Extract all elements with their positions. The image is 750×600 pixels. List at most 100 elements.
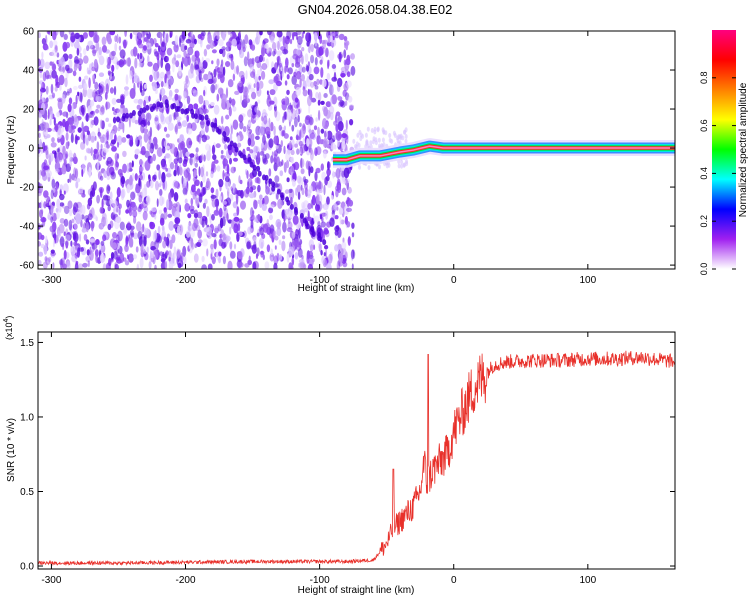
noise-blob [210, 247, 214, 255]
noise-blob [233, 157, 238, 162]
noise-blob [222, 200, 228, 205]
noise-blob [259, 31, 263, 36]
noise-blob [205, 58, 211, 63]
noise-blob [278, 239, 282, 245]
noise-blob [59, 218, 65, 224]
noise-blob [259, 199, 263, 208]
noise-blob [62, 145, 66, 155]
noise-blob [170, 261, 176, 267]
spectrogram-x-tick-label: -300 [41, 275, 61, 286]
noise-blob [264, 261, 270, 269]
noise-blob [91, 110, 96, 116]
noise-blob [38, 181, 41, 191]
noise-blob [137, 98, 143, 105]
noise-blob [54, 125, 59, 131]
noise-blob [99, 108, 105, 116]
noise-blob [72, 231, 77, 236]
noise-blob [141, 200, 148, 209]
trace-blob [242, 154, 247, 161]
noise-blob [298, 258, 305, 264]
noise-blob [45, 97, 49, 103]
noise-blob [83, 48, 87, 56]
colorbar-gradient [712, 30, 736, 269]
noise-blob [132, 46, 138, 57]
spectrogram-x-label: Height of straight line (km) [298, 283, 415, 294]
trace-blob [172, 102, 176, 109]
noise-blob [268, 168, 272, 177]
noise-blob [251, 244, 257, 254]
noise-blob [251, 214, 255, 221]
noise-blob [193, 212, 199, 219]
noise-blob [166, 167, 171, 175]
noise-blob [178, 65, 182, 77]
noise-blob [388, 137, 392, 143]
noise-blob [341, 187, 347, 196]
noise-blob [281, 70, 284, 78]
noise-blob [190, 208, 195, 215]
noise-blob [222, 33, 226, 41]
noise-blob [65, 41, 71, 49]
noise-blob [206, 44, 211, 50]
noise-blob [326, 262, 332, 269]
noise-blob [107, 37, 112, 45]
noise-blob [93, 58, 98, 69]
noise-blob [219, 195, 222, 201]
noise-blob [59, 56, 65, 66]
noise-blob [65, 64, 70, 72]
noise-blob [313, 213, 316, 222]
noise-blob [238, 218, 243, 223]
noise-blob [200, 128, 206, 136]
noise-blob [114, 263, 119, 269]
noise-blob [331, 76, 338, 82]
noise-blob [108, 166, 115, 176]
noise-blob [71, 102, 74, 114]
noise-blob [288, 168, 292, 175]
noise-blob [334, 34, 339, 39]
noise-blob [297, 248, 303, 258]
noise-blob [316, 194, 320, 205]
noise-blob [347, 95, 353, 103]
noise-blob [266, 90, 269, 95]
noise-blob [293, 161, 300, 171]
noise-blob [225, 114, 230, 120]
noise-blob [400, 163, 404, 169]
noise-blob [290, 165, 295, 176]
noise-blob [100, 143, 103, 150]
noise-blob [358, 164, 361, 170]
noise-blob [272, 50, 276, 57]
noise-blob [273, 125, 276, 136]
noise-blob [248, 193, 255, 199]
noise-blob [101, 198, 104, 210]
noise-blob [81, 121, 84, 132]
noise-blob [155, 180, 159, 191]
noise-blob [51, 61, 55, 71]
noise-blob [200, 181, 203, 188]
noise-blob [218, 207, 223, 218]
noise-blob [126, 254, 130, 260]
noise-blob [80, 141, 86, 150]
noise-blob [179, 38, 182, 48]
noise-blob [334, 215, 339, 220]
noise-blob [178, 157, 183, 164]
noise-blob [50, 142, 57, 148]
noise-blob [128, 116, 131, 128]
noise-blob [290, 149, 295, 156]
noise-blob [230, 60, 235, 71]
noise-blob [314, 171, 318, 182]
noise-blob [189, 153, 195, 158]
noise-blob [198, 70, 202, 81]
noise-blob [179, 134, 184, 140]
noise-blob [296, 184, 301, 193]
noise-blob [345, 251, 348, 259]
noise-blob [208, 103, 211, 110]
noise-blob [276, 31, 283, 38]
noise-blob [87, 213, 93, 221]
noise-blob [132, 210, 138, 218]
noise-blob [82, 262, 88, 268]
noise-blob [181, 56, 185, 65]
noise-blob [79, 233, 82, 242]
noise-blob [350, 65, 356, 76]
noise-blob [166, 56, 169, 62]
noise-blob [268, 207, 274, 214]
noise-blob [139, 52, 143, 60]
